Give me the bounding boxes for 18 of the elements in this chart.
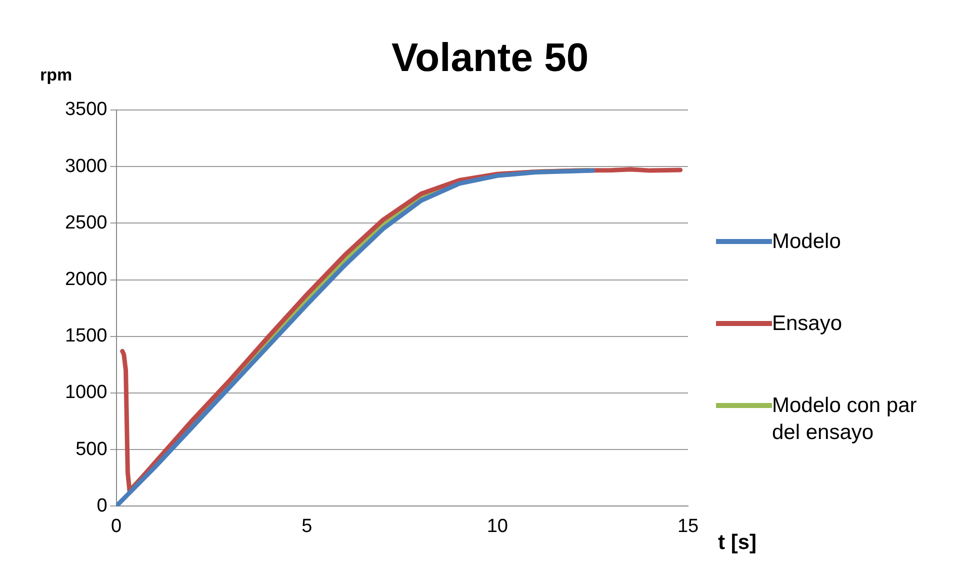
y-tick-label: 2500 (64, 212, 108, 234)
y-tick-label: 2000 (64, 269, 108, 290)
y-tick-label: 3500 (64, 99, 108, 120)
y-tick-label: 1000 (64, 382, 108, 404)
y-tick-label: 3000 (64, 156, 108, 177)
x-tick-label: 10 (486, 516, 508, 537)
y-tick-label: 1500 (64, 326, 108, 347)
x-tick-label: 5 (302, 516, 312, 537)
legend-label: Modelo con par del ensayo (772, 393, 918, 446)
x-tick-label: 0 (110, 516, 122, 537)
y-tick-label: 0 (96, 495, 108, 516)
x-tick-label: 15 (677, 516, 699, 537)
y-tick-label: 500 (76, 438, 108, 460)
legend-label: Modelo (772, 229, 842, 255)
chart-title: Volante 50 (391, 36, 589, 80)
y-axis-title: rpm (40, 66, 72, 85)
x-axis-title: t [s] (718, 530, 756, 554)
legend-label: Ensayo (772, 311, 844, 337)
